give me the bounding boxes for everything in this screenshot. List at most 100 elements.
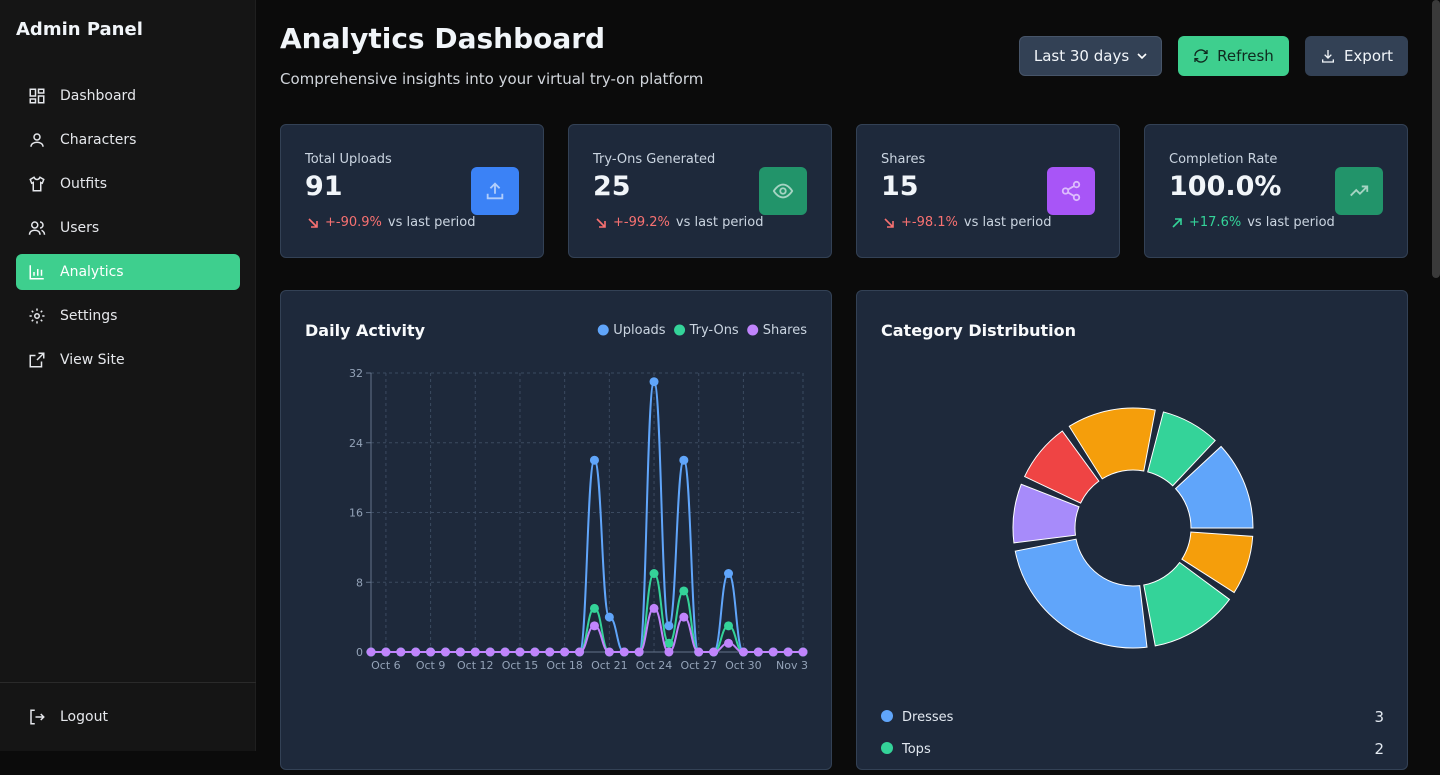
divider [0, 682, 256, 683]
y-tick-label: 0 [356, 646, 363, 659]
category-card: Category Distribution Dresses 3 Tops 2 [856, 290, 1408, 770]
y-tick-label: 32 [349, 367, 363, 380]
nav-label: View Site [60, 352, 125, 368]
data-point [560, 647, 570, 657]
legend-label: Uploads [613, 323, 666, 338]
nav-item[interactable]: Characters [16, 122, 240, 158]
data-point [530, 647, 540, 657]
donut-chart: Category Distribution Dresses 3 Tops 2 [881, 321, 1384, 758]
stat-icon-path [772, 183, 794, 199]
range-select[interactable]: Last 30 days [1019, 36, 1162, 76]
nav-item[interactable]: Outfits [16, 166, 240, 202]
nav-item[interactable]: Dashboard [16, 78, 240, 114]
data-point [768, 647, 778, 657]
data-point [664, 638, 674, 648]
stat-change-row: +17.6% vs last period [1171, 215, 1335, 230]
stat-value: 15 [881, 171, 919, 202]
donut-segment [1014, 538, 1148, 649]
stat-comparison: vs last period [1247, 215, 1335, 230]
stat-icon [759, 167, 807, 215]
logout-label: Logout [60, 709, 108, 725]
nav-item[interactable]: View Site [16, 342, 240, 378]
nav-label: Settings [60, 308, 118, 324]
data-point [575, 647, 585, 657]
data-point [426, 647, 436, 657]
trend-arrow-path [308, 217, 318, 228]
legend-label: Tops [901, 742, 931, 757]
donut-segment [1174, 445, 1254, 529]
stat-label: Total Uploads [305, 152, 392, 167]
legend-label: Shares [763, 323, 808, 338]
trend-arrow [884, 217, 894, 228]
data-point [783, 647, 793, 657]
nav-label: Analytics [60, 264, 124, 280]
stat-label: Try-Ons Generated [593, 152, 716, 167]
data-point [724, 638, 734, 648]
data-point [649, 569, 659, 579]
donut-segment [1068, 407, 1156, 480]
export-button[interactable]: Export [1305, 36, 1408, 76]
stat-label: Completion Rate [1169, 152, 1278, 167]
data-point [679, 455, 689, 465]
stat-icon [1335, 167, 1383, 215]
data-point [500, 647, 510, 657]
data-point [411, 647, 421, 657]
trend-arrow [596, 217, 606, 228]
data-point [485, 647, 495, 657]
data-point [589, 621, 599, 631]
y-tick-label: 24 [349, 437, 363, 450]
data-point [396, 647, 406, 657]
data-point [455, 647, 465, 657]
series-line [371, 380, 803, 653]
data-point [664, 647, 674, 657]
stat-comparison: vs last period [675, 215, 764, 230]
trend-arrow [1172, 217, 1182, 228]
stat-change-row: +-99.2% vs last period [595, 215, 763, 230]
y-tick-label: 8 [356, 576, 363, 589]
data-point [366, 647, 376, 657]
stat-value: 91 [305, 171, 343, 202]
nav-item[interactable]: Analytics [16, 254, 240, 290]
nav-item[interactable]: Users [16, 210, 240, 246]
data-point [679, 586, 689, 596]
nav-item[interactable]: Settings [16, 298, 240, 334]
x-tick-label: Oct 6 [371, 659, 401, 672]
stat-comparison: vs last period [963, 215, 1052, 230]
page-subtitle: Comprehensive insights into your virtual… [280, 70, 704, 88]
x-tick-label: Oct 9 [416, 659, 446, 672]
data-point [798, 647, 808, 657]
data-point [545, 647, 555, 657]
data-point [589, 455, 599, 465]
x-tick-label: Oct 15 [502, 659, 539, 672]
data-point [724, 621, 734, 631]
scrollbar [1432, 0, 1440, 278]
legend-swatch [597, 324, 609, 336]
stat-change: +-90.9% [325, 215, 382, 230]
data-point [440, 647, 450, 657]
data-point [664, 621, 674, 631]
trend-arrow-path [884, 217, 894, 228]
stat-value: 100.0% [1169, 171, 1282, 202]
data-point [619, 647, 629, 657]
refresh-button[interactable]: Refresh [1178, 36, 1289, 76]
data-point [724, 569, 734, 579]
stat-card: Shares 15 +-98.1% vs last period [856, 124, 1120, 258]
data-point [604, 612, 614, 622]
data-point [738, 647, 748, 657]
stat-value: 25 [593, 171, 631, 202]
logout[interactable]: Logout [16, 699, 240, 735]
x-tick-label: Oct 30 [725, 659, 762, 672]
legend-swatch [881, 710, 893, 722]
y-tick-label: 16 [349, 507, 363, 520]
stat-change-row: +-90.9% vs last period [307, 215, 475, 230]
data-point [515, 647, 525, 657]
chart-title: Category Distribution [881, 321, 1076, 340]
stat-icon [1047, 167, 1095, 215]
stat-change: +-99.2% [613, 215, 670, 230]
nav-label: Dashboard [60, 88, 136, 104]
donut-segment [1181, 531, 1254, 594]
trend-arrow-path [1172, 217, 1182, 228]
data-point [694, 647, 704, 657]
legend-swatch [747, 324, 759, 336]
